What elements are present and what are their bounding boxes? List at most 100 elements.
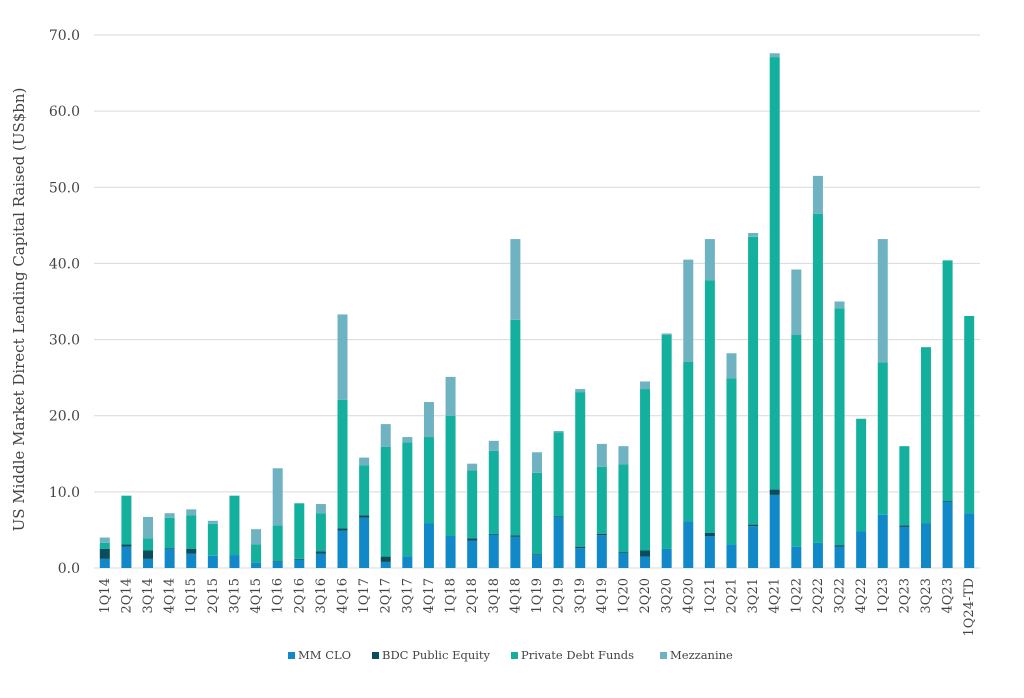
bar-stack [337,314,348,568]
bar-segment [488,450,499,534]
bar-segment [596,533,607,536]
bar-segment [186,509,197,516]
x-tick-label: 1Q22 [789,578,804,613]
bar-segment [618,552,629,553]
x-tick-label: 1Q18 [444,578,459,613]
bar-segment [445,415,456,537]
bar-stack [467,463,478,568]
bar-segment [143,516,154,539]
bar-segment [683,259,694,362]
bar-stack [121,495,132,568]
bar-stack [488,440,499,568]
x-tick-label: 3Q15 [227,578,242,613]
bar-segment [748,526,759,568]
bar-segment [99,537,110,543]
bar-segment [704,280,715,533]
bar-segment [726,378,737,545]
bar-stack [661,333,672,568]
bar-segment [121,544,132,547]
bar-segment [488,533,499,535]
bar-segment [791,335,802,547]
bar-segment [640,556,651,568]
x-tick-label: 4Q22 [854,578,869,613]
bar-segment [726,353,737,379]
bar-stack [920,347,931,568]
bar-segment [402,556,413,568]
bar-segment [467,540,478,568]
bar-segment [272,525,283,562]
bar-segment [467,470,478,539]
legend-swatch [511,652,518,659]
gridlines [94,34,980,569]
bar-segment [877,514,888,568]
x-tick-label: 2Q17 [379,578,394,613]
x-tick-label: 1Q15 [184,578,199,613]
legend-swatch [372,652,379,659]
bar-stack [272,468,283,568]
bar-stack [251,529,262,568]
bar-segment [186,548,197,554]
x-tick-label: 4Q20 [681,578,696,613]
bar-segment [294,503,305,559]
bar-segment [532,452,542,473]
bar-stack [380,424,391,568]
bar-segment [812,213,823,543]
bar-segment [856,418,867,532]
bar-segment [186,515,197,549]
legend-item: Private Debt Funds [511,648,634,662]
legend: MM CLO BDC Public Equity Private Debt Fund… [288,648,733,662]
x-tick-label: 2Q21 [724,578,739,613]
y-tick-label: 20.0 [49,409,80,425]
bar-segment [164,517,175,549]
bar-segment [251,544,262,563]
bar-segment [229,495,240,556]
bar-stack [812,175,823,568]
x-tick-label: 3Q21 [746,578,761,613]
bar-segment [272,561,283,568]
x-tick-label: 3Q19 [573,578,588,613]
bar-segment [812,175,823,214]
x-tick-label: 1Q20 [616,578,631,613]
bar-segment [337,528,348,531]
x-tick-label: 2Q15 [206,578,221,613]
bar-segment [661,335,672,549]
bar-segment [315,551,326,554]
bar-segment [532,472,542,555]
bar-segment [294,559,305,568]
bar-stack [596,443,607,568]
bar-segment [99,548,110,559]
bar-segment [704,239,715,281]
x-tick-label: 1Q17 [357,578,372,613]
bar-segment [575,548,586,568]
bar-segment [164,548,175,568]
bar-stack [402,437,413,568]
bar-segment [251,529,262,545]
bar-segment [467,538,478,541]
x-tick-label: 2Q22 [811,578,826,613]
bar-segment [380,556,391,562]
x-tick-label: 4Q16 [336,578,351,613]
bar-segment [337,530,348,568]
bar-segment [899,525,910,527]
bar-segment [164,513,175,518]
bar-segment [207,523,218,556]
bar-segment [769,489,780,495]
bar-segment [942,260,953,501]
bar-segment [251,562,262,568]
legend-item: MM CLO [288,648,351,662]
bar-segment [532,555,542,568]
bar-stack [704,239,715,568]
bar-segment [877,362,888,515]
bar-segment [315,504,326,514]
bar-stack [359,457,370,568]
x-tick-label: 3Q23 [919,578,934,613]
bar-stack [877,239,888,568]
bar-stack [856,418,867,568]
bar-segment [920,523,931,568]
x-tick-label: 4Q15 [249,578,264,613]
bar-stack [207,520,218,568]
bar-stack [834,301,845,568]
x-tick-label: 4Q17 [422,578,437,613]
